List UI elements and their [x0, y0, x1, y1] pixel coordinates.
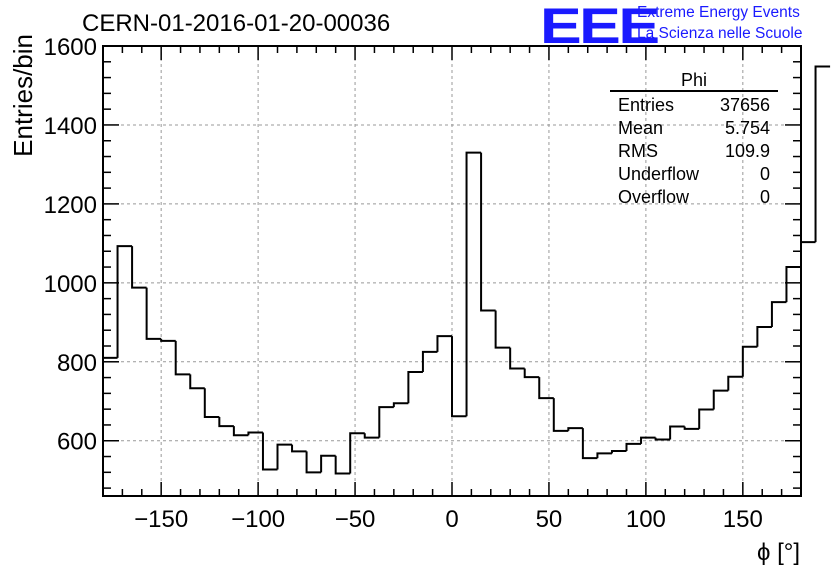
histogram-bin — [261, 432, 278, 471]
stats-key: Entries — [618, 95, 675, 115]
histogram-bin — [640, 436, 656, 444]
histogram-bin — [800, 241, 816, 268]
x-tick-label: 150 — [723, 506, 763, 533]
histogram-bin — [523, 368, 540, 379]
stats-key: Underflow — [618, 164, 700, 184]
grid-lines — [103, 45, 801, 496]
histogram-bin — [610, 450, 627, 454]
histogram-bin — [349, 432, 365, 474]
histogram-bin — [581, 428, 598, 460]
histogram-bin — [712, 389, 729, 410]
histogram-bin — [683, 426, 700, 430]
histogram-bin — [756, 326, 772, 347]
histogram-bin — [378, 406, 394, 438]
histogram-bin — [494, 310, 511, 349]
histogram-bin — [567, 427, 583, 431]
histogram-bin — [189, 374, 205, 390]
histogram-bin — [698, 408, 714, 429]
histogram-bin — [392, 402, 409, 408]
histogram-bin — [116, 245, 133, 358]
stats-row-overflow: Overflow 0 — [610, 186, 778, 209]
x-tick-label: 100 — [626, 506, 666, 533]
histogram-bin — [363, 433, 380, 439]
stats-value: 37656 — [719, 95, 770, 115]
stats-row-mean: Mean 5.754 — [610, 117, 778, 140]
logo-subtitle-line1: Extreme Energy Events — [637, 4, 800, 21]
histogram-bin — [727, 375, 743, 391]
histogram-bin — [291, 444, 307, 453]
histogram-bin — [131, 246, 147, 289]
y-tick-label: 800 — [57, 350, 97, 377]
stats-value: 5.754 — [724, 118, 770, 138]
x-tick-label: −50 — [335, 506, 376, 533]
x-tick-label: −150 — [134, 506, 188, 533]
stats-title: Phi — [610, 70, 778, 92]
histogram-bin — [421, 350, 438, 373]
histogram-bin — [465, 151, 482, 417]
histogram-bin — [145, 287, 162, 340]
histogram-bin — [218, 417, 234, 428]
stats-key: Mean — [618, 118, 664, 138]
histogram-bin — [814, 65, 831, 243]
histogram-bin — [770, 301, 787, 328]
y-axis-label: Entries/bin — [8, 34, 38, 157]
stats-box: Phi Entries 37656 Mean 5.754 RMS 109.9 U… — [610, 70, 778, 209]
histogram-bin — [407, 371, 423, 404]
histogram-bin — [669, 425, 685, 440]
histogram-bin — [320, 454, 336, 473]
x-axis-label: ϕ [°] — [757, 539, 800, 566]
stats-value: 109.9 — [724, 141, 770, 161]
eee-logo: EEE — [540, 0, 660, 54]
histogram-bin — [334, 455, 351, 475]
stats-key: RMS — [618, 141, 658, 161]
x-tick-label: 0 — [445, 506, 458, 533]
x-tick-label: 50 — [536, 506, 563, 533]
histogram-bin — [232, 426, 249, 437]
x-tick-label: −100 — [231, 506, 285, 533]
histogram-bin — [451, 336, 467, 418]
stats-row-entries: Entries 37656 — [610, 94, 778, 117]
histogram-bin — [625, 442, 642, 451]
histogram-bin — [480, 152, 496, 312]
histogram-bin — [247, 431, 263, 436]
histogram-bin — [552, 398, 569, 432]
histogram-bin — [203, 388, 220, 419]
y-tick-label: 1600 — [44, 34, 97, 61]
histogram-bin — [174, 340, 191, 376]
stats-row-rms: RMS 109.9 — [610, 140, 778, 163]
stats-key: Overflow — [618, 187, 690, 207]
histogram-bin — [785, 266, 801, 303]
chart-title: CERN-01-2016-01-20-00036 — [82, 10, 391, 37]
y-tick-label: 600 — [57, 429, 97, 456]
histogram-bin — [654, 437, 671, 441]
y-tick-label: 1400 — [44, 113, 97, 140]
y-tick-label: 1000 — [44, 271, 97, 298]
histogram-bin — [160, 338, 176, 342]
logo-subtitle-line2: La Scienza nelle Scuole — [637, 25, 803, 42]
y-tick-label: 1200 — [44, 192, 97, 219]
histogram-bin — [436, 335, 452, 352]
histogram-series — [103, 65, 831, 475]
histogram-bin — [509, 347, 525, 370]
axis-ticks — [102, 45, 802, 496]
histogram-bin — [596, 452, 612, 459]
histogram-bin — [538, 377, 554, 400]
histogram-bin — [741, 345, 758, 377]
stats-value: 0 — [759, 187, 770, 207]
tick-labels: −150 −100 −50 0 50 100 150 600 800 1000 1200 1400 16… — [44, 34, 763, 533]
histogram-bin — [305, 451, 322, 474]
histogram-bin — [276, 443, 293, 470]
stats-row-underflow: Underflow 0 — [610, 163, 778, 186]
stats-value: 0 — [759, 164, 770, 184]
